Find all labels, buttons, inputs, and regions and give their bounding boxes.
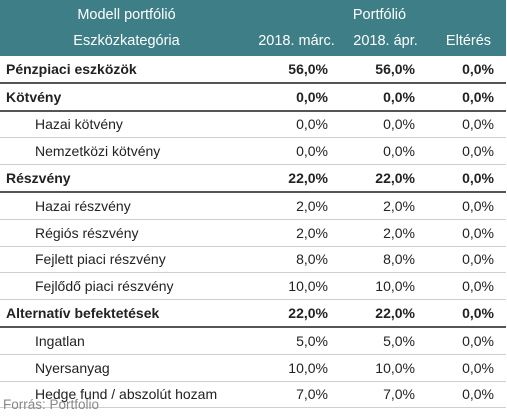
row-value-diff: 0,0% xyxy=(431,56,506,84)
row-value-march: 7,0% xyxy=(253,381,340,409)
row-value-march: 22,0% xyxy=(253,164,340,193)
row-value-march: 8,0% xyxy=(253,246,340,274)
category-row: Alternatív befektetések 22,0% 22,0% 0,0% xyxy=(0,299,506,328)
subcategory-row: Hazai részvény 2,0% 2,0% 0,0% xyxy=(0,191,506,220)
portfolio-table: Modell portfólió Portfólió Eszközkategór… xyxy=(0,0,506,409)
subcategory-row: Ingatlan 5,0% 5,0% 0,0% xyxy=(0,326,506,355)
row-value-march: 22,0% xyxy=(253,299,340,328)
row-name: Nemzetközi kötvény xyxy=(0,137,253,166)
row-value-april: 0,0% xyxy=(340,82,431,112)
header-col-march: 2018. márc. xyxy=(258,33,335,49)
row-value-diff: 0,0% xyxy=(431,164,506,193)
row-value-diff: 0,0% xyxy=(431,381,506,409)
subcategory-row: Fejlett piaci részvény 8,0% 8,0% 0,0% xyxy=(0,246,506,274)
row-value-april: 10,0% xyxy=(340,354,431,382)
header-row-2: Eszközkategória 2018. márc. 2018. ápr. E… xyxy=(0,28,506,56)
row-value-april: 5,0% xyxy=(340,326,431,355)
category-row: Pénzpiaci eszközök 56,0% 56,0% 0,0% xyxy=(0,56,506,84)
row-value-march: 0,0% xyxy=(253,110,340,139)
row-value-april: 22,0% xyxy=(340,299,431,328)
header-col-diff: Eltérés xyxy=(445,33,492,49)
table-header: Modell portfólió Portfólió Eszközkategór… xyxy=(0,0,506,56)
row-name: Alternatív befektetések xyxy=(0,299,253,328)
row-value-march: 10,0% xyxy=(253,272,340,301)
row-value-april: 22,0% xyxy=(340,164,431,193)
row-value-march: 2,0% xyxy=(253,219,340,247)
subcategory-row: Nemzetközi kötvény 0,0% 0,0% 0,0% xyxy=(0,137,506,166)
row-value-april: 0,0% xyxy=(340,137,431,166)
header-model-portfolio: Modell portfólió xyxy=(77,7,176,23)
subcategory-row: Fejlődő piaci részvény 10,0% 10,0% 0,0% xyxy=(0,272,506,301)
category-row: Részvény 22,0% 22,0% 0,0% xyxy=(0,164,506,193)
row-value-diff: 0,0% xyxy=(431,326,506,355)
header-row-1: Modell portfólió Portfólió xyxy=(0,0,506,28)
row-value-march: 0,0% xyxy=(253,82,340,112)
row-name: Hazai kötvény xyxy=(0,110,253,139)
subcategory-row: Hedge fund / abszolút hozam 7,0% 7,0% 0,0% xyxy=(0,381,506,409)
row-value-april: 2,0% xyxy=(340,191,431,220)
row-name: Régiós részvény xyxy=(0,219,253,247)
row-name: Ingatlan xyxy=(0,326,253,355)
subcategory-row: Régiós részvény 2,0% 2,0% 0,0% xyxy=(0,219,506,247)
subcategory-row: Nyersanyag 10,0% 10,0% 0,0% xyxy=(0,354,506,382)
header-portfolio: Portfólió xyxy=(352,7,407,23)
table-body: Pénzpiaci eszközök 56,0% 56,0% 0,0% Kötvény 0… xyxy=(0,56,506,409)
header-asset-category: Eszközkategória xyxy=(73,33,180,49)
row-value-diff: 0,0% xyxy=(431,272,506,301)
row-name: Nyersanyag xyxy=(0,354,253,382)
row-value-march: 56,0% xyxy=(253,56,340,84)
row-value-april: 2,0% xyxy=(340,219,431,247)
row-value-diff: 0,0% xyxy=(431,191,506,220)
row-name: Hedge fund / abszolút hozam xyxy=(0,381,253,409)
row-value-april: 8,0% xyxy=(340,246,431,274)
source-note: Forrás: Portfolio xyxy=(3,397,100,412)
row-value-diff: 0,0% xyxy=(431,82,506,112)
row-name: Hazai részvény xyxy=(0,191,253,220)
row-value-diff: 0,0% xyxy=(431,246,506,274)
row-name: Kötvény xyxy=(0,82,253,112)
row-value-april: 7,0% xyxy=(340,381,431,409)
row-value-april: 10,0% xyxy=(340,272,431,301)
row-value-march: 5,0% xyxy=(253,326,340,355)
header-col-april: 2018. ápr. xyxy=(353,33,418,49)
row-value-april: 56,0% xyxy=(340,56,431,84)
category-row: Kötvény 0,0% 0,0% 0,0% xyxy=(0,82,506,112)
row-value-diff: 0,0% xyxy=(431,219,506,247)
row-value-diff: 0,0% xyxy=(431,354,506,382)
row-value-diff: 0,0% xyxy=(431,299,506,328)
row-value-march: 10,0% xyxy=(253,354,340,382)
row-value-march: 2,0% xyxy=(253,191,340,220)
subcategory-row: Hazai kötvény 0,0% 0,0% 0,0% xyxy=(0,110,506,139)
row-name: Részvény xyxy=(0,164,253,193)
row-name: Fejlett piaci részvény xyxy=(0,246,253,274)
row-name: Fejlődő piaci részvény xyxy=(0,272,253,301)
row-value-diff: 0,0% xyxy=(431,137,506,166)
row-name: Pénzpiaci eszközök xyxy=(0,56,253,84)
row-value-march: 0,0% xyxy=(253,137,340,166)
row-value-diff: 0,0% xyxy=(431,110,506,139)
row-value-april: 0,0% xyxy=(340,110,431,139)
